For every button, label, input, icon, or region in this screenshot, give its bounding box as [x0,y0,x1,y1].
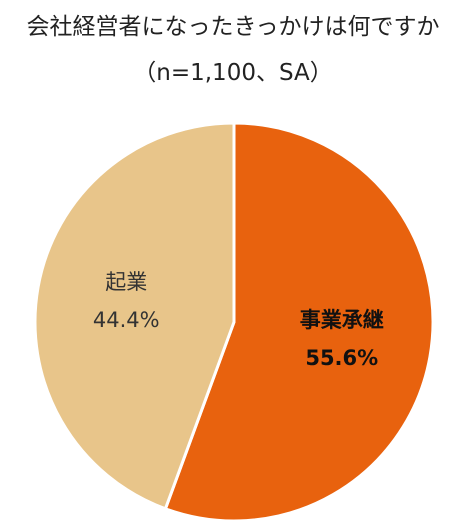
pie-slice-0 [163,121,435,523]
chart-title: 会社経営者になったきっかけは何ですか [26,14,440,40]
slice-name-label-1: 起業 [105,270,147,294]
slice-name-label-0: 事業承継 [300,308,384,332]
pie-slice-1 [33,121,236,511]
slice-value-label-1: 44.4% [93,308,160,332]
chart-subtitle: （n=1,100、SA） [133,60,333,86]
slice-value-label-0: 55.6% [305,346,378,370]
